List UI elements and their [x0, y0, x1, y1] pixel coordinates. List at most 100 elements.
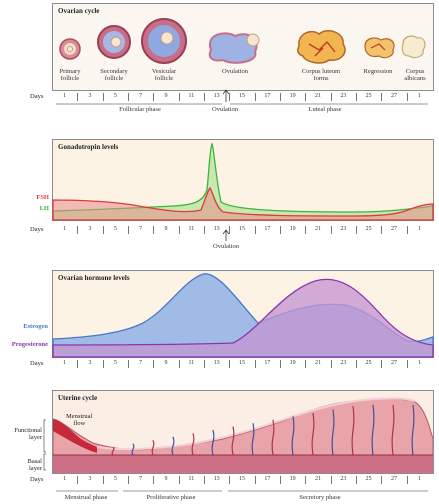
days-label: Days [30, 360, 44, 367]
day-tick: 27 [391, 360, 397, 366]
corpus-luteum-icon [297, 30, 346, 64]
tick-separator [102, 360, 104, 368]
day-tick: 13 [213, 93, 220, 99]
stage-label: Corpus luteum forms [301, 68, 341, 82]
gonadotropin-panel: Gonadotropin levels [52, 139, 434, 221]
spiral-artery [271, 419, 275, 456]
tick-separator [128, 226, 129, 234]
day-tick: 5 [113, 226, 117, 232]
day-tick: 1 [63, 93, 67, 99]
day-tick: 23 [340, 226, 347, 232]
ovulation-label: Ovulation [213, 243, 239, 250]
tick-separator [229, 93, 231, 101]
day-tick: 11 [188, 476, 195, 482]
tick-separator [153, 360, 155, 368]
day-tick: 21 [315, 226, 321, 232]
tick-separator [356, 360, 357, 368]
tick-separator [305, 360, 307, 368]
tick-separator [381, 476, 383, 484]
spiral-artery [371, 404, 375, 456]
tick-separator [254, 360, 256, 368]
fsh-label: FSH [36, 194, 49, 201]
tick-separator [406, 226, 408, 234]
stage-label: Corpus albicans [404, 68, 426, 82]
day-tick: 3 [88, 360, 92, 366]
tick-separator [229, 360, 231, 368]
tick-separator [280, 476, 281, 484]
day-tick: 3 [88, 226, 92, 232]
stage-label: Ovulation [222, 68, 248, 75]
day-tick: 17 [264, 226, 271, 232]
vesicular-follicle-icon [141, 18, 187, 64]
tick-separator [178, 360, 180, 368]
tick-separator [153, 93, 155, 101]
tick-separator [77, 360, 79, 368]
spiral-artery [251, 423, 255, 456]
tick-separator [229, 226, 231, 234]
day-tick: 23 [340, 93, 347, 99]
day-tick: 13 [213, 476, 220, 482]
tick-separator [381, 226, 383, 234]
day-tick: 19 [289, 476, 296, 482]
proliferative-phase-label: Proliferative phase [146, 494, 196, 501]
spiral-artery [351, 406, 355, 456]
day-tick: 7 [139, 476, 143, 482]
tick-separator [102, 226, 104, 234]
progesterone-label: Progesterone [11, 341, 48, 348]
day-tick: 17 [264, 360, 271, 366]
tick-separator [128, 360, 129, 368]
day-tick: 1 [63, 476, 67, 482]
tick-separator [280, 93, 281, 101]
day-tick: 27 [391, 476, 397, 482]
estrogen-label: Estrogen [23, 323, 48, 330]
spiral-artery [151, 439, 155, 456]
corpus-albicans-icon [401, 35, 426, 59]
day-tick: 21 [315, 360, 321, 366]
day-tick: 1 [63, 226, 67, 232]
spiral-artery [231, 426, 235, 456]
tick-separator [305, 93, 307, 101]
day-tick: 13 [213, 226, 220, 232]
panel-title: Gonadotropin levels [58, 143, 119, 151]
day-scale: 1 3 5 7 9 11 13 15 17 19 21 23 25 27 1 [52, 226, 432, 234]
stage-label: Secondary follicle [100, 68, 128, 82]
day-tick: 27 [391, 226, 397, 232]
tick-separator [406, 476, 408, 484]
day-tick: 3 [88, 93, 92, 99]
stage-label: Vesicular follicle [151, 68, 177, 82]
spiral-artery [331, 409, 335, 456]
tick-separator [381, 93, 383, 101]
secondary-follicle-icon [97, 25, 131, 59]
days-label: Days [30, 226, 44, 233]
day-tick: 17 [264, 476, 271, 482]
day-tick: 19 [289, 360, 296, 366]
day-tick: 11 [188, 360, 195, 366]
tick-separator [280, 360, 281, 368]
ovarian-cycle-panel: Ovarian cycle [52, 3, 434, 91]
progesterone-area [52, 278, 434, 358]
day-tick: 19 [289, 93, 296, 99]
panel-title: Ovarian hormone levels [58, 274, 130, 282]
tick-separator [204, 360, 205, 368]
tick-separator [77, 476, 79, 484]
endometrium-illustration [53, 397, 433, 473]
day-tick: 15 [239, 226, 245, 232]
day-tick: 7 [139, 93, 143, 99]
tick-separator [356, 476, 357, 484]
spiral-artery [291, 416, 295, 456]
ovulation-icon [208, 32, 260, 64]
day-tick: 21 [315, 476, 321, 482]
day-tick: 23 [340, 476, 347, 482]
panel-title: Ovarian cycle [58, 7, 100, 15]
stage-label: Regression [363, 68, 393, 75]
tick-separator [254, 226, 256, 234]
menstrual-phase-label: Menstrual phase [64, 494, 108, 501]
tick-separator [330, 93, 332, 101]
spiral-artery [111, 446, 115, 456]
tick-separator [77, 93, 79, 101]
day-tick: 25 [365, 360, 372, 366]
follicular-phase-label: Follicular phase [119, 106, 161, 113]
hormone-panel: Ovarian hormone levels [52, 270, 434, 358]
days-label: Days [30, 476, 44, 483]
lh-label: LH [39, 205, 49, 212]
